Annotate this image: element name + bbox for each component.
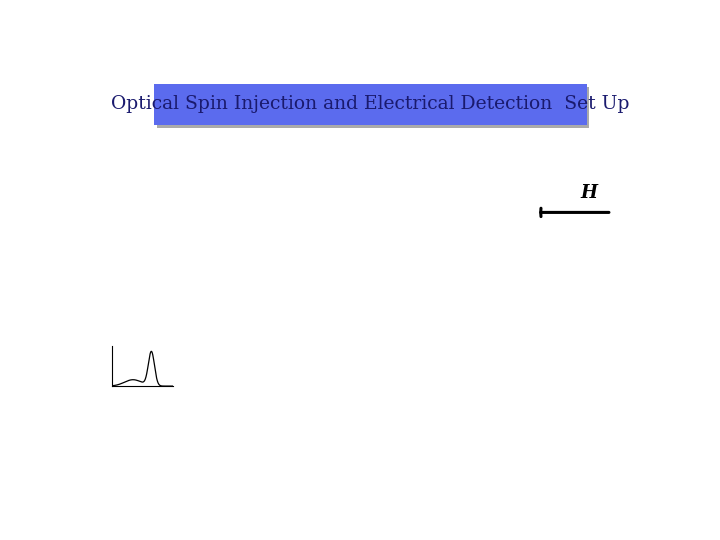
FancyBboxPatch shape (154, 84, 587, 125)
Text: H: H (581, 184, 598, 202)
FancyBboxPatch shape (157, 87, 590, 129)
Text: Optical Spin Injection and Electrical Detection  Set Up: Optical Spin Injection and Electrical De… (111, 95, 630, 113)
